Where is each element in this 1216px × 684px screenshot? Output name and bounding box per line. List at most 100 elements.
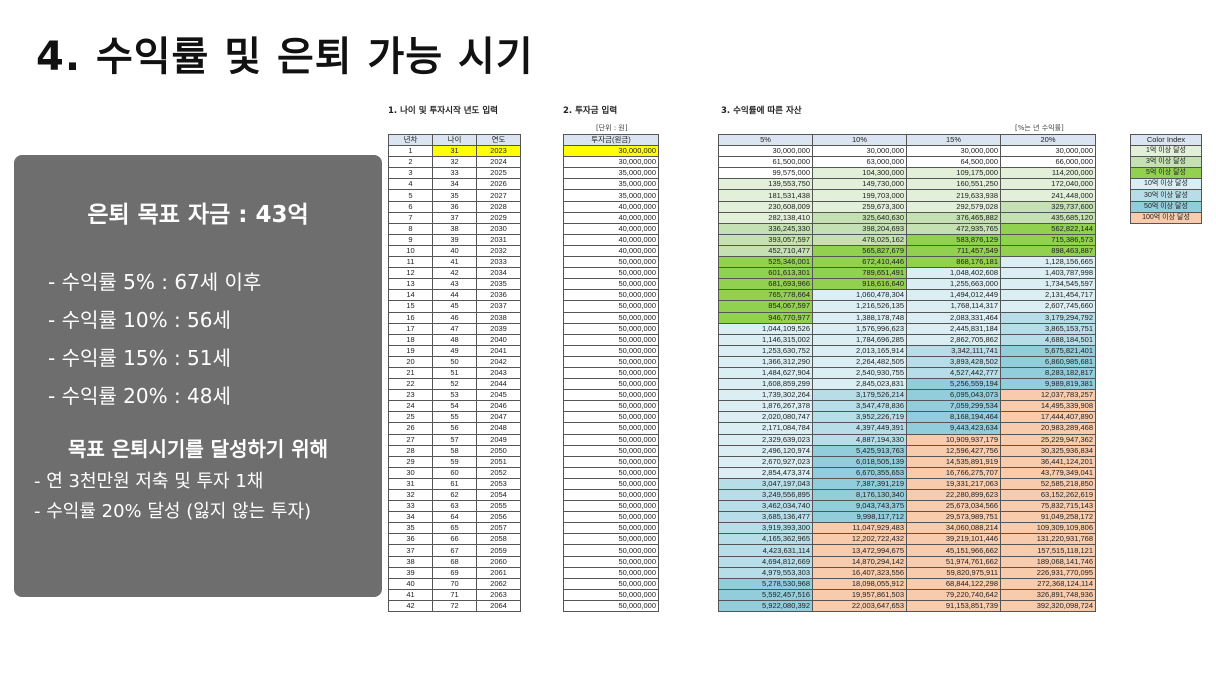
- asset-cell: 189,068,141,746: [1000, 555, 1096, 568]
- asset-cell: 104,300,000: [812, 167, 907, 180]
- asset-cell: 30,000,000: [718, 145, 813, 158]
- year-cell: 2038: [476, 311, 521, 324]
- table-row: 37 67 2059: [388, 544, 521, 557]
- asset-cell: 868,176,181: [906, 256, 1001, 269]
- asset-cell: 601,613,301: [718, 267, 813, 280]
- asset-cell: 2,540,930,755: [812, 366, 907, 380]
- table-row: 8 38 2030: [388, 222, 521, 235]
- table-row: 50,000,000: [563, 378, 659, 391]
- rate-item: - 수익률 5% : 67세 이후: [48, 270, 262, 294]
- table-row: 50,000,000: [563, 455, 659, 468]
- table-row: 50,000,000: [563, 267, 659, 280]
- asset-cell: 2,329,639,023: [718, 433, 813, 446]
- age-cell: 55: [432, 411, 477, 424]
- year-index-cell: 4: [388, 178, 433, 191]
- asset-cell: 1,403,787,998: [1000, 267, 1096, 280]
- asset-cell: 39,219,101,446: [906, 533, 1001, 546]
- year-index-cell: 8: [388, 222, 433, 235]
- table-row: 50,000,000: [563, 522, 659, 535]
- year-index-cell: 23: [388, 389, 433, 402]
- asset-cell: 3,547,478,836: [812, 400, 907, 413]
- asset-cell: 241,448,000: [1000, 189, 1096, 202]
- year-cell: 2024: [476, 156, 521, 169]
- table-row: 13 43 2035: [388, 278, 521, 291]
- asset-cell: 1,044,109,526: [718, 322, 813, 335]
- table-row: 16 46 2038: [388, 311, 521, 324]
- principal-cell: 50,000,000: [563, 555, 659, 568]
- year-cell: 2043: [476, 366, 521, 380]
- year-index-cell: 19: [388, 344, 433, 357]
- table-row: 1,146,315,002 1,784,696,285 2,862,705,862 4…: [718, 333, 1096, 346]
- year-index-cell: 20: [388, 355, 433, 368]
- legend-row: 1억 이상 달성: [1130, 145, 1202, 158]
- principal-cell: 50,000,000: [563, 455, 659, 468]
- table-row: 50,000,000: [563, 289, 659, 302]
- year-index-cell: 27: [388, 433, 433, 446]
- age-cell: 39: [432, 233, 477, 246]
- table-row: 1,253,630,752 2,013,165,914 3,342,111,741 5…: [718, 344, 1096, 357]
- table-row: 28 58 2050: [388, 444, 521, 457]
- asset-cell: 1,739,302,264: [718, 389, 813, 402]
- asset-cell: 1,253,630,752: [718, 344, 813, 357]
- asset-cell: 282,138,410: [718, 211, 813, 224]
- year-cell: 2039: [476, 322, 521, 335]
- table-row: 50,000,000: [563, 488, 659, 502]
- asset-cell: 4,694,812,669: [718, 555, 813, 568]
- legend-item: 50억 이상 달성: [1130, 200, 1202, 213]
- table-row: 50,000,000: [563, 422, 659, 435]
- asset-cell: 393,057,597: [718, 233, 813, 246]
- age-cell: 62: [432, 488, 477, 502]
- principal-cell: 50,000,000: [563, 389, 659, 402]
- asset-cell: 478,025,162: [812, 233, 907, 246]
- table-row: 3,685,136,477 9,998,117,712 29,573,989,751…: [718, 511, 1096, 524]
- asset-cell: 63,000,000: [812, 156, 907, 169]
- year-cell: 2025: [476, 167, 521, 180]
- year-cell: 2053: [476, 477, 521, 491]
- table-row: 50,000,000: [563, 411, 659, 424]
- year-cell: 2048: [476, 422, 521, 435]
- asset-cell: 3,462,034,740: [718, 500, 813, 513]
- age-cell: 43: [432, 278, 477, 291]
- principal-cell: 50,000,000: [563, 333, 659, 346]
- asset-cell: 681,693,966: [718, 278, 813, 291]
- asset-cell: 2,020,080,747: [718, 411, 813, 424]
- table-row: 40,000,000: [563, 233, 659, 246]
- principal-cell: 50,000,000: [563, 366, 659, 380]
- asset-cell: 1,576,996,623: [812, 322, 907, 335]
- table-row: 181,531,438 199,703,000 219,633,938 241,448…: [718, 189, 1096, 202]
- principal-cell: 50,000,000: [563, 566, 659, 579]
- legend-item: 1억 이상 달성: [1130, 145, 1202, 158]
- table-row: 9 39 2031: [388, 233, 521, 246]
- principal-cell: 30,000,000: [563, 145, 659, 158]
- asset-table: 5% 10% 15% 20% 30,000,000 30,000,000 30,00…: [718, 133, 1096, 613]
- year-cell: 2057: [476, 522, 521, 535]
- asset-cell: 7,387,391,219: [812, 477, 907, 491]
- table-row: 3 33 2025: [388, 167, 521, 180]
- asset-cell: 139,553,750: [718, 178, 813, 191]
- age-cell: 66: [432, 533, 477, 546]
- asset-cell: 1,388,178,748: [812, 311, 907, 324]
- investment-table: 투자금(원금) 30,000,000 30,000,000 35,000,000 35…: [563, 133, 659, 613]
- asset-cell: 6,670,355,653: [812, 466, 907, 479]
- table-row: 1,876,267,378 3,547,478,836 7,059,299,534 1…: [718, 400, 1096, 413]
- table-row: 33 63 2055: [388, 500, 521, 513]
- table-row: 35,000,000: [563, 178, 659, 191]
- asset-cell: 64,500,000: [906, 156, 1001, 169]
- age-cell: 52: [432, 378, 477, 391]
- asset-cell: 2,607,745,660: [1000, 300, 1096, 313]
- asset-cell: 36,441,124,201: [1000, 455, 1096, 468]
- table-row: 4,694,812,669 14,870,294,142 51,974,761,66…: [718, 555, 1096, 568]
- asset-cell: 946,770,977: [718, 311, 813, 324]
- asset-cell: 14,495,339,908: [1000, 400, 1096, 413]
- asset-cell: 272,368,124,114: [1000, 577, 1096, 590]
- year-index-cell: 41: [388, 588, 433, 601]
- principal-cell: 50,000,000: [563, 466, 659, 479]
- asset-cell: 3,179,294,792: [1000, 311, 1096, 324]
- year-index-cell: 16: [388, 311, 433, 324]
- principal-cell: 50,000,000: [563, 488, 659, 502]
- table-row: 36 66 2058: [388, 533, 521, 546]
- principal-cell: 50,000,000: [563, 289, 659, 302]
- table-row: 23 53 2045: [388, 389, 521, 402]
- table-row: 11 41 2033: [388, 256, 521, 269]
- table-row: 50,000,000: [563, 566, 659, 579]
